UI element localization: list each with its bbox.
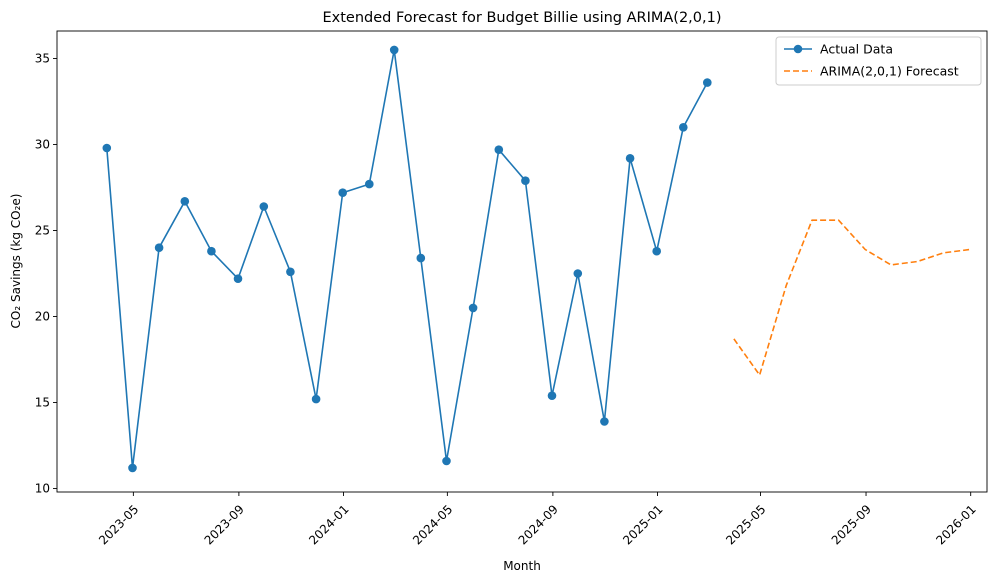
actual-data-point (494, 145, 504, 154)
actual-data-point (679, 123, 688, 132)
chart-title: Extended Forecast for Budget Billie usin… (322, 10, 721, 26)
actual-data-point (468, 303, 478, 313)
legend-label: Actual Data (820, 42, 893, 57)
x-tick-label: 2024-05 (410, 502, 455, 547)
actual-data-point (338, 188, 348, 197)
actual-data-point (207, 246, 216, 256)
actual-data-point (416, 253, 426, 263)
y-tick-label: 20 (35, 310, 50, 324)
actual-data-point (286, 267, 295, 277)
actual-data-point (365, 179, 374, 189)
actual-data-point (311, 394, 321, 404)
actual-data-point (625, 154, 635, 163)
legend-box (775, 36, 982, 86)
actual-data-point (442, 456, 451, 466)
x-axis-label: Month (503, 559, 541, 573)
actual-data-point (128, 463, 137, 473)
actual-data-point (180, 197, 190, 206)
actual-series-line (106, 49, 709, 469)
y-tick-label: 35 (35, 52, 50, 66)
actual-data-point (154, 243, 164, 252)
y-tick-label: 15 (35, 396, 50, 410)
actual-data-point (389, 45, 399, 55)
y-tick-label: 25 (35, 224, 50, 238)
x-tick-label: 2025-05 (723, 502, 768, 547)
actual-data-point (600, 417, 609, 426)
x-tick-label: 2025-01 (620, 502, 665, 547)
legend-swatch-marker (793, 44, 803, 54)
x-tick-label: 2023-05 (96, 502, 141, 547)
actual-data-point (547, 391, 557, 401)
actual-data-point (102, 143, 112, 153)
y-axis-label: CO₂ Savings (kg CO₂e) (9, 194, 23, 329)
actual-data-point (259, 202, 269, 211)
actual-data-point (233, 274, 243, 284)
x-tick-label: 2024-09 (516, 502, 561, 547)
actual-data-point (652, 246, 661, 256)
legend-label: ARIMA(2,0,1) Forecast (820, 64, 959, 79)
plot-area: 10 15 20 25 30 35 2023-05 2023-09 2024-01 2024-05… (35, 30, 988, 548)
y-tick-label: 10 (35, 482, 50, 496)
actual-data-point (703, 78, 712, 87)
x-tick-label: 2024-01 (306, 502, 351, 547)
actual-data-point (521, 176, 530, 185)
x-tick-label: 2023-09 (202, 502, 247, 547)
axes-frame (56, 30, 988, 493)
actual-data-point (573, 269, 583, 278)
legend: Actual Data ARIMA(2,0,1) Forecast (775, 36, 982, 86)
y-tick-label: 30 (35, 138, 50, 152)
x-tick-label: 2026-01 (933, 502, 978, 547)
x-tick-label: 2025-09 (829, 502, 874, 547)
forecast-series-line (733, 219, 970, 376)
